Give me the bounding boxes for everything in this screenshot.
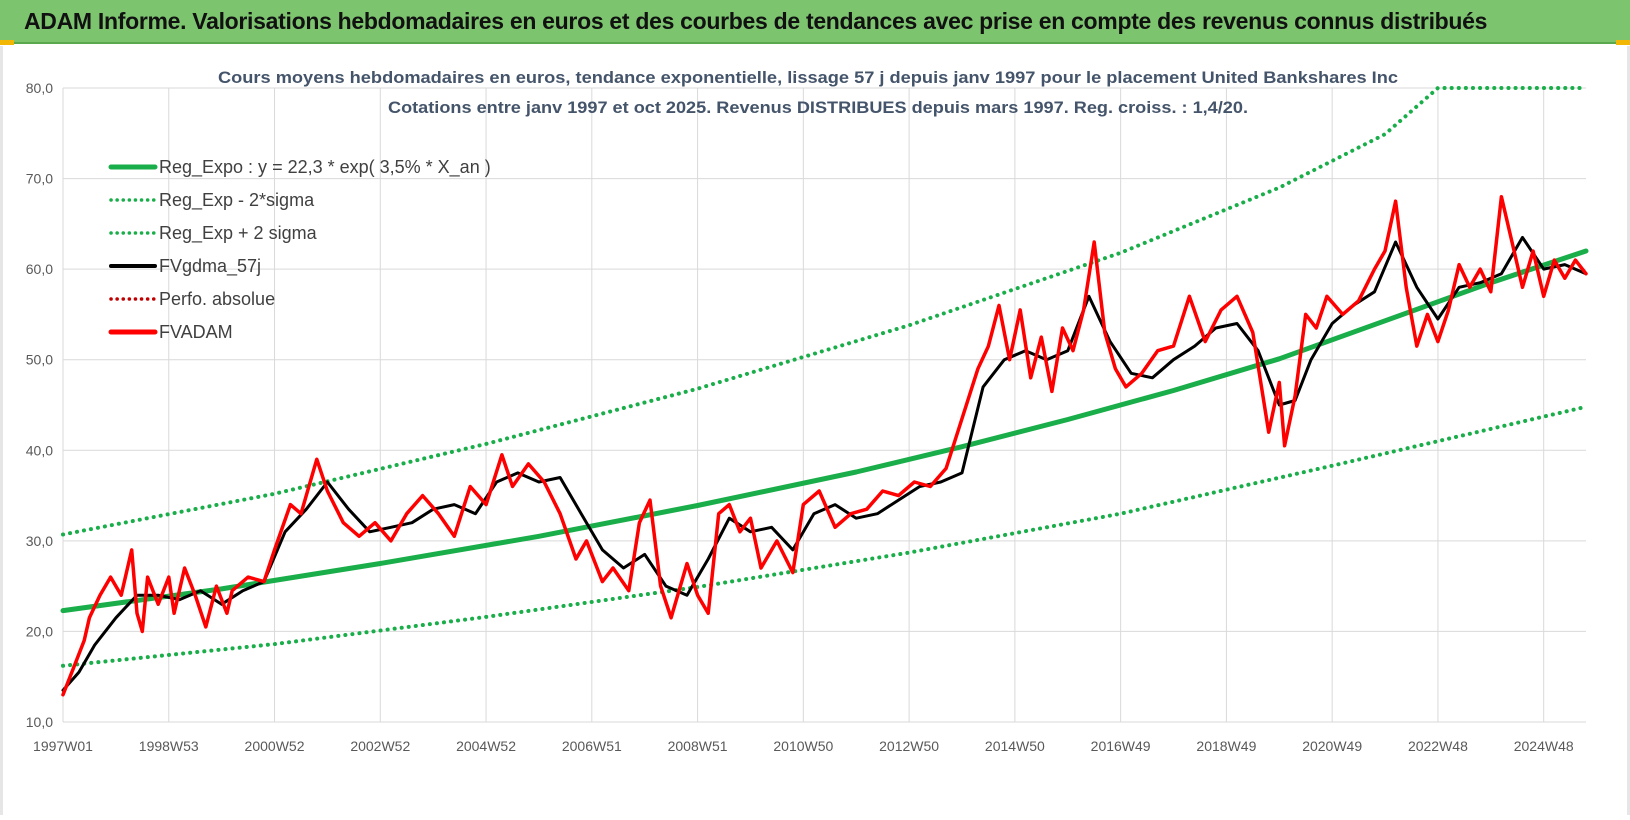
series-lines xyxy=(60,86,1589,697)
corner-marker-right xyxy=(1616,40,1630,45)
chart-area: Cours moyens hebdomadaires en euros, ten… xyxy=(0,46,1630,815)
y-tick-label: 20,0 xyxy=(26,623,53,639)
series-line xyxy=(61,404,1588,668)
x-tick-label: 2020W49 xyxy=(1302,738,1362,754)
legend: Reg_Expo : y = 22,3 * exp( 3,5% * X_an )… xyxy=(108,157,491,342)
legend-label: Perfo. absolue xyxy=(159,289,275,309)
legend-label: FVADAM xyxy=(159,322,233,342)
legend-label: FVgdma_57j xyxy=(159,256,261,277)
chart-subtitle: Cotations entre janv 1997 et oct 2025. R… xyxy=(388,98,1248,117)
x-tick-label: 1997W01 xyxy=(33,738,93,754)
x-axis-ticks: 1997W01 1998W53 2000W52 2002W52 2004W52 2006W… xyxy=(33,738,1574,754)
y-tick-label: 10,0 xyxy=(26,714,53,730)
x-tick-label: 2008W51 xyxy=(668,738,728,754)
report-header: ADAM Informe. Valorisations hebdomadaire… xyxy=(0,0,1630,44)
y-tick-label: 50,0 xyxy=(26,352,53,368)
x-tick-label: 2002W52 xyxy=(350,738,410,754)
x-tick-label: 2006W51 xyxy=(562,738,622,754)
series-line xyxy=(61,235,1588,692)
y-axis-ticks: 10,0 20,0 30,0 40,0 50,0 60,0 70,0 80,0 xyxy=(26,80,53,730)
y-tick-label: 30,0 xyxy=(26,533,53,549)
y-tick-label: 80,0 xyxy=(26,80,53,96)
corner-marker-left xyxy=(0,40,14,45)
series-line xyxy=(61,86,1588,537)
x-tick-label: 2016W49 xyxy=(1091,738,1151,754)
gridlines xyxy=(62,87,1586,723)
y-tick-label: 40,0 xyxy=(26,442,53,458)
x-tick-label: 2022W48 xyxy=(1408,738,1468,754)
series-line xyxy=(60,248,1589,614)
chart-title: Cours moyens hebdomadaires en euros, ten… xyxy=(218,68,1398,87)
x-tick-label: 2014W50 xyxy=(985,738,1045,754)
series-line xyxy=(61,194,1588,697)
x-tick-label: 2000W52 xyxy=(245,738,305,754)
y-tick-label: 70,0 xyxy=(26,171,53,187)
x-tick-label: 2018W49 xyxy=(1196,738,1256,754)
report-title: ADAM Informe. Valorisations hebdomadaire… xyxy=(24,8,1488,34)
y-tick-label: 60,0 xyxy=(26,261,53,277)
x-tick-label: 1998W53 xyxy=(139,738,199,754)
legend-label: Reg_Expo : y = 22,3 * exp( 3,5% * X_an ) xyxy=(159,157,491,178)
x-tick-label: 2004W52 xyxy=(456,738,516,754)
legend-label: Reg_Exp + 2 sigma xyxy=(159,223,318,244)
chart-svg: Cours moyens hebdomadaires en euros, ten… xyxy=(26,68,1589,754)
x-tick-label: 2010W50 xyxy=(773,738,833,754)
x-tick-label: 2012W50 xyxy=(879,738,939,754)
x-tick-label: 2024W48 xyxy=(1514,738,1574,754)
legend-label: Reg_Exp - 2*sigma xyxy=(159,190,315,211)
